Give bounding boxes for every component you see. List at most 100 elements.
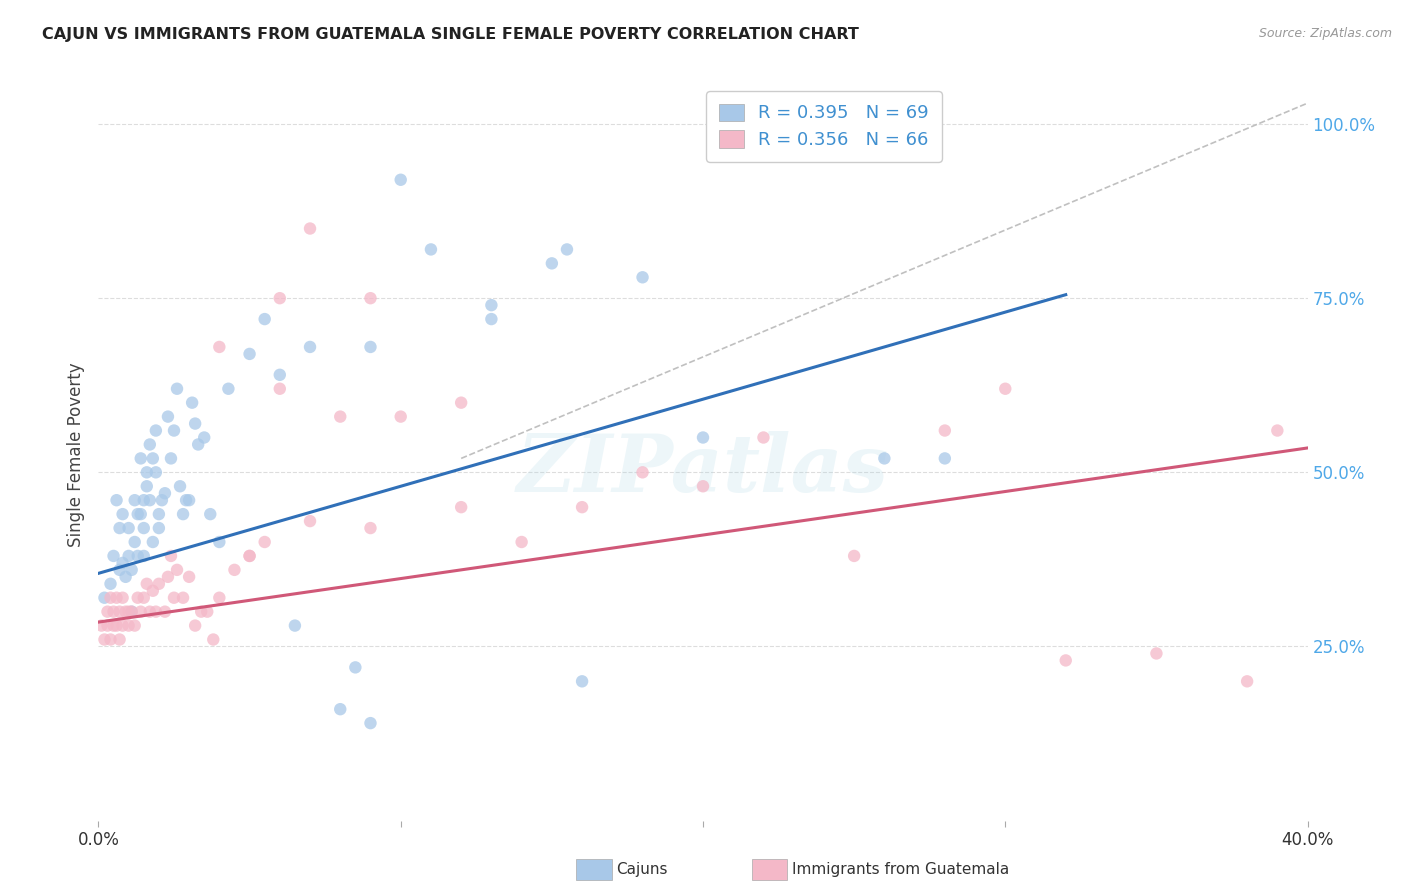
Point bbox=[108, 521, 131, 535]
Point bbox=[253, 312, 276, 326]
Point bbox=[389, 173, 412, 187]
Y-axis label: Single Female Poverty: Single Female Poverty bbox=[66, 363, 84, 547]
Point bbox=[269, 368, 291, 382]
Point bbox=[284, 618, 307, 632]
Point bbox=[195, 605, 218, 619]
Point bbox=[127, 549, 149, 563]
Point bbox=[100, 632, 122, 647]
Point bbox=[1054, 653, 1077, 667]
Text: Cajuns: Cajuns bbox=[616, 863, 668, 877]
Point bbox=[571, 674, 593, 689]
Point bbox=[540, 256, 562, 270]
Point bbox=[224, 563, 246, 577]
Point bbox=[1144, 647, 1167, 661]
Point bbox=[139, 605, 162, 619]
Point bbox=[389, 409, 412, 424]
Point bbox=[253, 535, 276, 549]
Point bbox=[148, 576, 170, 591]
Point bbox=[105, 618, 128, 632]
Point bbox=[217, 382, 239, 396]
Point bbox=[129, 507, 152, 521]
Point bbox=[190, 605, 212, 619]
Point bbox=[132, 521, 155, 535]
Point bbox=[148, 521, 170, 535]
Point bbox=[127, 591, 149, 605]
Point bbox=[174, 493, 197, 508]
Point bbox=[166, 563, 188, 577]
Point bbox=[202, 632, 225, 647]
Point bbox=[135, 576, 157, 591]
Point bbox=[360, 521, 382, 535]
Point bbox=[93, 632, 115, 647]
Point bbox=[142, 535, 165, 549]
Point bbox=[299, 221, 322, 235]
Point bbox=[111, 618, 134, 632]
Point bbox=[299, 340, 322, 354]
Point bbox=[127, 507, 149, 521]
Point bbox=[184, 618, 207, 632]
Point bbox=[105, 493, 128, 508]
Point bbox=[135, 479, 157, 493]
Point bbox=[420, 243, 443, 257]
Point bbox=[153, 486, 176, 500]
Point bbox=[172, 591, 194, 605]
Point bbox=[481, 298, 503, 312]
Point bbox=[118, 549, 141, 563]
Point bbox=[193, 430, 215, 444]
Point bbox=[844, 549, 866, 563]
Point bbox=[160, 451, 183, 466]
Point bbox=[105, 591, 128, 605]
Point bbox=[239, 549, 262, 563]
Point bbox=[329, 702, 352, 716]
Point bbox=[118, 605, 141, 619]
Point bbox=[114, 570, 136, 584]
Point bbox=[135, 466, 157, 480]
Legend: R = 0.395   N = 69, R = 0.356   N = 66: R = 0.395 N = 69, R = 0.356 N = 66 bbox=[706, 91, 942, 162]
Point bbox=[103, 605, 125, 619]
Point bbox=[239, 347, 262, 361]
Point bbox=[139, 493, 162, 508]
Point bbox=[111, 591, 134, 605]
Point bbox=[96, 605, 118, 619]
Point bbox=[360, 340, 382, 354]
Point bbox=[450, 500, 472, 515]
Point bbox=[1267, 424, 1289, 438]
Point bbox=[142, 583, 165, 598]
Text: CAJUN VS IMMIGRANTS FROM GUATEMALA SINGLE FEMALE POVERTY CORRELATION CHART: CAJUN VS IMMIGRANTS FROM GUATEMALA SINGL… bbox=[42, 27, 859, 42]
Point bbox=[172, 507, 194, 521]
Point bbox=[179, 570, 201, 584]
Point bbox=[118, 521, 141, 535]
Point bbox=[873, 451, 896, 466]
Point bbox=[108, 632, 131, 647]
Point bbox=[118, 618, 141, 632]
Point bbox=[299, 514, 322, 528]
Point bbox=[752, 430, 775, 444]
Point bbox=[934, 424, 956, 438]
Point bbox=[160, 549, 183, 563]
Point bbox=[571, 500, 593, 515]
Point bbox=[208, 535, 231, 549]
Point bbox=[631, 466, 654, 480]
Point bbox=[90, 618, 112, 632]
Point bbox=[124, 493, 146, 508]
Text: Immigrants from Guatemala: Immigrants from Guatemala bbox=[792, 863, 1010, 877]
Point bbox=[329, 409, 352, 424]
Point bbox=[111, 556, 134, 570]
Point bbox=[108, 605, 131, 619]
Point bbox=[360, 716, 382, 731]
Point bbox=[179, 493, 201, 508]
Point bbox=[129, 605, 152, 619]
Point bbox=[269, 291, 291, 305]
Point bbox=[187, 437, 209, 451]
Point bbox=[269, 382, 291, 396]
Point bbox=[132, 549, 155, 563]
Point bbox=[156, 570, 179, 584]
Point bbox=[360, 291, 382, 305]
Point bbox=[111, 507, 134, 521]
Point bbox=[163, 591, 186, 605]
Point bbox=[481, 312, 503, 326]
Point bbox=[184, 417, 207, 431]
Point bbox=[145, 424, 167, 438]
Text: Source: ZipAtlas.com: Source: ZipAtlas.com bbox=[1258, 27, 1392, 40]
Point bbox=[1236, 674, 1258, 689]
